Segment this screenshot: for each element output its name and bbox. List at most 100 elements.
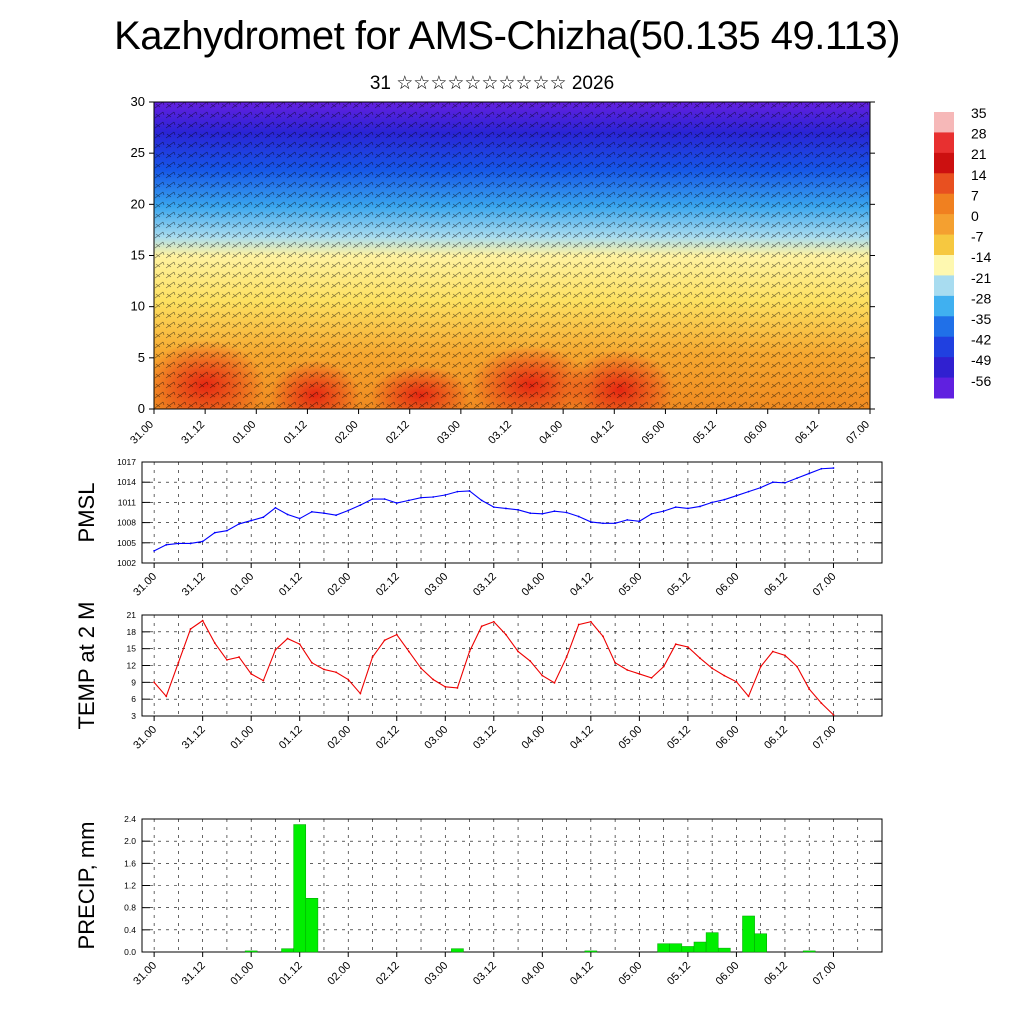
heatmap-xtick-label: 03.00: [435, 419, 463, 447]
temp-point: [359, 692, 362, 695]
temp-point: [784, 654, 786, 657]
temp-point: [735, 680, 738, 683]
pmsl-ytick-label: 1017: [117, 457, 136, 467]
pmsl-xtick-label: 02.00: [325, 571, 353, 599]
pmsl-point: [832, 467, 835, 469]
temp-point: [177, 661, 180, 664]
precip-bar: [754, 933, 768, 953]
precip-xtick-label: 06.12: [762, 960, 790, 988]
temp-point: [250, 673, 253, 675]
heatmap-ytick-label: 25: [131, 145, 145, 160]
pmsl-point: [201, 540, 204, 543]
precip-bar: [693, 941, 707, 953]
temp-point: [444, 685, 447, 688]
precip-bar: [742, 915, 755, 953]
pmsl-xtick-label: 01.12: [277, 571, 305, 599]
pmsl-point: [347, 509, 350, 512]
temp-xtick-label: 03.12: [471, 724, 499, 752]
temp-point: [687, 646, 689, 648]
temp-point: [420, 667, 422, 670]
temp-point: [456, 687, 459, 689]
pmsl-point: [444, 494, 447, 496]
precip-ytick-label: 1.6: [124, 858, 136, 868]
colorbar-label: 21: [971, 146, 987, 162]
pmsl-xtick-label: 03.00: [422, 571, 450, 599]
temp-xtick-label: 31.00: [131, 724, 159, 752]
precip-ytick-label: 0.8: [124, 903, 136, 913]
pmsl-point: [298, 517, 301, 520]
pmsl-xtick-label: 02.12: [374, 571, 402, 599]
pmsl-point: [711, 501, 714, 504]
pmsl-xtick-label: 04.12: [568, 571, 596, 599]
pmsl-point: [335, 514, 337, 517]
heatmap-ytick-label: 30: [131, 94, 145, 109]
temp-point: [614, 661, 617, 664]
temp-ytick-label: 15: [127, 644, 137, 654]
temp-xtick-label: 02.00: [325, 724, 353, 752]
temp-point: [468, 650, 471, 653]
colorbar-label: 7: [971, 187, 979, 203]
temp-point: [383, 639, 386, 642]
colorbar-label: -14: [971, 249, 991, 265]
heatmap-xtick-label: 05.12: [691, 419, 719, 447]
pmsl-xtick-label: 06.00: [714, 571, 742, 599]
pmsl-point: [432, 496, 435, 498]
pmsl-point: [395, 502, 398, 504]
pmsl-xtick-label: 31.00: [131, 571, 159, 599]
temp-point: [759, 665, 762, 668]
pmsl-point: [492, 506, 495, 509]
pmsl-xtick-label: 05.12: [665, 571, 693, 599]
temp-point: [602, 635, 604, 638]
pmsl-point: [480, 499, 483, 502]
temp-point: [674, 643, 677, 646]
temp-xtick-label: 05.00: [617, 724, 645, 752]
pmsl-point: [723, 498, 726, 501]
pmsl-point: [553, 510, 556, 513]
temp-point: [323, 668, 325, 671]
precip-bar: [281, 948, 294, 953]
heatmap-ytick-label: 15: [131, 248, 145, 263]
temp-xtick-label: 03.00: [422, 724, 450, 752]
temp-point: [395, 633, 398, 636]
pmsl-xtick-label: 01.00: [228, 571, 256, 599]
chart-title: Kazhydromet for AMS-Chizha(50.135 49.113…: [114, 14, 900, 58]
temp-point: [480, 625, 483, 628]
precip-xtick-label: 31.00: [131, 960, 159, 988]
temp-point: [808, 688, 811, 690]
colorbar-swatch: [934, 112, 954, 133]
precip-bar: [305, 897, 319, 953]
precip-bar: [293, 824, 307, 953]
temp-point: [796, 665, 798, 668]
pmsl-point: [589, 521, 592, 523]
temp-point: [529, 660, 532, 662]
colorbar-label: -42: [971, 332, 991, 348]
temp-point: [747, 695, 750, 698]
temp-xtick-label: 02.12: [374, 724, 402, 752]
pmsl-point: [687, 507, 689, 510]
precip-xtick-label: 02.12: [374, 960, 402, 988]
temp-point: [820, 702, 823, 704]
heatmap-ytick-label: 5: [138, 350, 145, 365]
colorbar-label: 14: [971, 167, 987, 183]
precip-bar: [802, 950, 816, 953]
temp-xtick-label: 05.12: [665, 724, 693, 752]
temp-point: [577, 623, 580, 626]
colorbar-swatch: [934, 132, 954, 154]
temp-point: [650, 676, 653, 679]
colorbar-swatch: [934, 173, 954, 195]
pmsl-point: [638, 520, 641, 523]
colorbar-swatch: [934, 152, 954, 174]
pmsl-point: [238, 523, 240, 525]
temp-point: [589, 620, 592, 623]
heatmap-ytick-label: 20: [131, 196, 145, 211]
colorbar-label: 35: [971, 105, 987, 121]
colorbar-swatch: [934, 357, 954, 379]
heatmap-xtick-label: 01.00: [230, 419, 258, 447]
pmsl-point: [310, 510, 313, 513]
temp-point: [153, 681, 156, 684]
heatmap-xtick-label: 02.12: [384, 419, 412, 447]
temp-point: [238, 656, 240, 658]
pmsl-point: [529, 512, 532, 515]
temp-point: [262, 679, 265, 682]
